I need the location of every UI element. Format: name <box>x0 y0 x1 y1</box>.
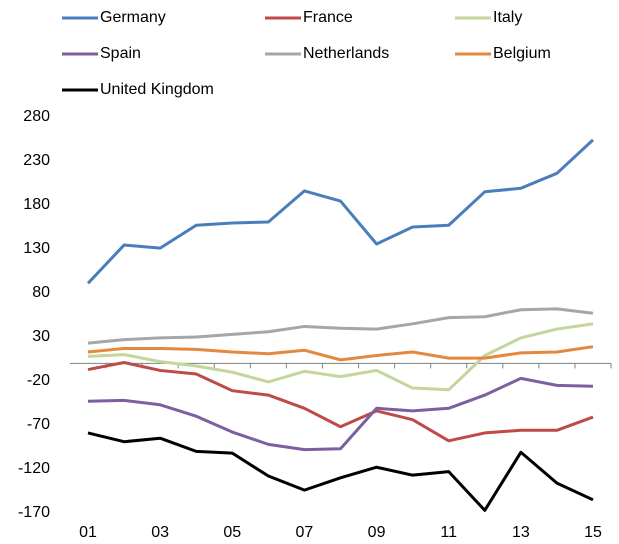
legend-label: Netherlands <box>303 45 389 62</box>
y-tick-label: -120 <box>18 460 50 477</box>
series-line <box>87 307 594 345</box>
x-tick-label: 13 <box>512 524 530 541</box>
y-tick-label: -70 <box>27 416 50 433</box>
legend-label: France <box>303 9 353 26</box>
x-tick-label: 09 <box>368 524 386 541</box>
x-tick-label: 05 <box>223 524 241 541</box>
legend-label: United Kingdom <box>100 81 214 98</box>
series-line <box>87 345 594 362</box>
y-tick-label: 80 <box>32 284 50 301</box>
legend-label: Germany <box>100 9 166 26</box>
series-line <box>87 376 594 452</box>
series-line <box>87 431 594 512</box>
y-tick-label: -170 <box>18 504 50 521</box>
series-line <box>87 361 594 443</box>
y-tick-label: 30 <box>32 328 50 345</box>
legend-label: Italy <box>493 9 522 26</box>
series-line <box>86 138 595 285</box>
legend-label: Spain <box>100 45 141 62</box>
x-tick-label: 07 <box>296 524 314 541</box>
y-tick-label: 180 <box>23 196 50 213</box>
y-tick-label: -20 <box>27 372 50 389</box>
x-tick-label: 15 <box>584 524 602 541</box>
x-tick-label: 01 <box>79 524 97 541</box>
legend-label: Belgium <box>493 45 551 62</box>
x-tick-label: 11 <box>440 524 457 541</box>
y-tick-label: 280 <box>23 108 50 125</box>
series-line <box>87 322 594 392</box>
y-tick-label: 130 <box>23 240 50 257</box>
y-tick-label: 230 <box>23 152 50 169</box>
x-tick-label: 03 <box>151 524 169 541</box>
